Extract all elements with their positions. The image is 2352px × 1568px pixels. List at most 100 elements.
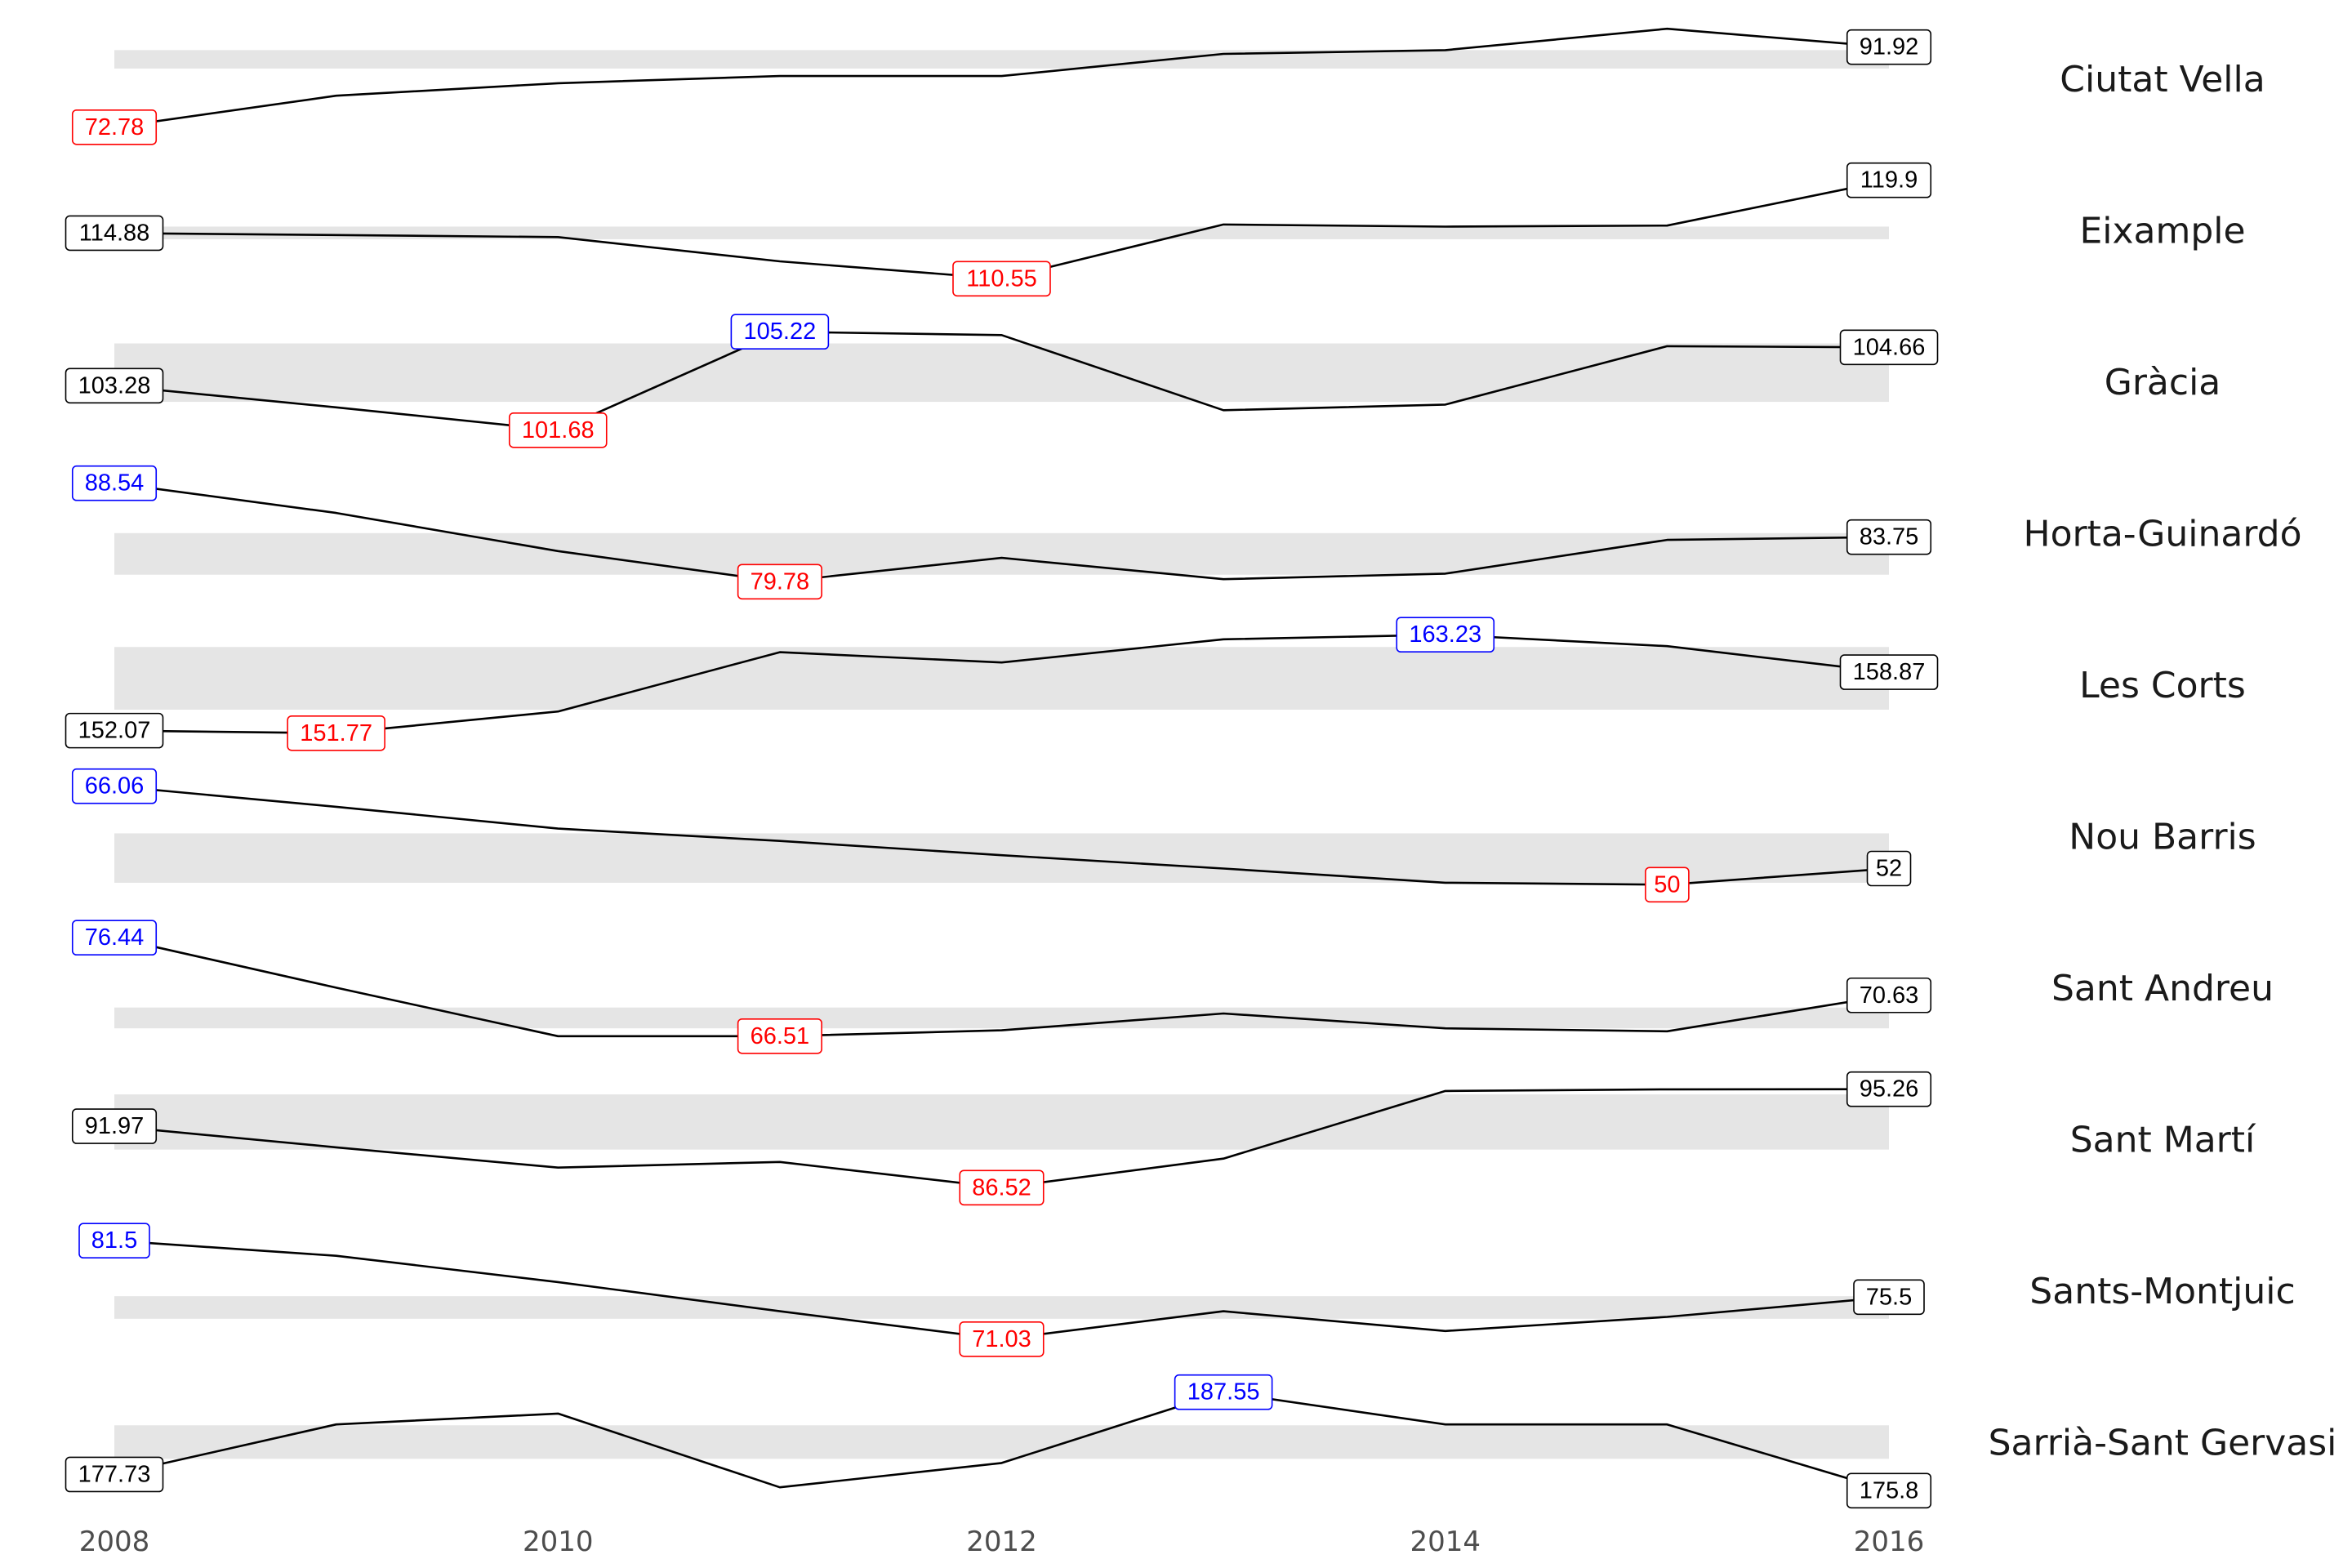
value-label-box <box>65 368 164 404</box>
line-nou-barris <box>114 785 1890 886</box>
value-label-box <box>71 1108 158 1144</box>
value-label-les-corts-endpoint: 158.87 <box>1839 654 1939 690</box>
value-label-text: 187.55 <box>1187 1379 1260 1405</box>
value-label-text: 72.78 <box>85 114 145 140</box>
value-label-text: 110.55 <box>966 265 1037 292</box>
value-label-nou-barris-min: 50 <box>1645 866 1690 903</box>
line-gracia <box>114 330 1890 432</box>
value-label-sant-marti-min: 86.52 <box>959 1169 1045 1206</box>
value-label-text: 91.92 <box>1860 34 1919 60</box>
panels: 72.78 91.92 Ciutat Vella 114.88 110.55 119.9 E… <box>65 27 2336 1509</box>
district-label-nou-barris: Nou Barris <box>2069 817 2256 858</box>
line-ciutat-vella <box>114 27 1890 129</box>
district-label-eixample: Eixample <box>2079 211 2245 252</box>
value-label-text: 119.9 <box>1860 167 1918 194</box>
value-label-box <box>71 109 158 145</box>
value-label-box <box>737 1018 822 1054</box>
value-label-gracia-max: 105.22 <box>730 314 830 350</box>
panel-sant-andreu: 76.44 66.51 70.63 Sant Andreu <box>71 920 2274 1054</box>
value-label-box <box>65 712 164 749</box>
value-label-nou-barris-max: 66.06 <box>71 768 158 804</box>
value-label-text: 70.63 <box>1860 982 1919 1009</box>
value-label-gracia-endpoint: 104.66 <box>1839 329 1939 366</box>
value-label-text: 66.51 <box>751 1023 810 1049</box>
panel-nou-barris: 66.06 50 52 Nou Barris <box>71 768 2256 903</box>
value-label-text: 88.54 <box>85 470 145 497</box>
value-label-sarria-sant-gervasi-endpoint: 177.73 <box>65 1456 164 1493</box>
band-gracia <box>114 343 1889 403</box>
line-sant-andreu <box>114 936 1890 1038</box>
value-label-text: 66.06 <box>85 773 145 800</box>
band-les-corts <box>114 647 1889 710</box>
value-label-text: 76.44 <box>85 924 145 951</box>
value-label-text: 50 <box>1654 871 1680 898</box>
value-label-box <box>1846 977 1932 1013</box>
value-label-text: 75.5 <box>1866 1284 1912 1310</box>
value-label-box <box>1839 654 1939 690</box>
band-sarria-sant-gervasi <box>114 1425 1889 1459</box>
value-label-text: 71.03 <box>972 1326 1031 1352</box>
value-label-horta-guinardo-max: 88.54 <box>71 465 158 501</box>
value-label-sant-andreu-min: 66.51 <box>737 1018 822 1054</box>
panel-sants-montjuic: 81.5 71.03 75.5 Sants-Montjuic <box>78 1223 2296 1357</box>
panel-ciutat-vella: 72.78 91.92 Ciutat Vella <box>71 27 2265 145</box>
value-label-text: 81.5 <box>91 1227 137 1254</box>
value-label-text: 175.8 <box>1860 1477 1919 1503</box>
value-label-les-corts-min: 151.77 <box>287 715 385 751</box>
value-label-sant-marti-endpoint: 91.97 <box>71 1108 158 1144</box>
value-label-box <box>71 768 158 804</box>
value-label-box <box>737 564 822 600</box>
value-label-box <box>959 1321 1045 1357</box>
value-label-text: 163.23 <box>1409 621 1481 648</box>
x-axis: 2008 2010 2012 2014 2016 <box>79 1526 1925 1558</box>
value-label-les-corts-endpoint: 152.07 <box>65 712 164 749</box>
value-label-text: 103.28 <box>78 372 151 399</box>
band-sants-montjuic <box>114 1296 1889 1319</box>
value-label-eixample-min: 110.55 <box>952 261 1051 297</box>
district-label-sants-montjuic: Sants-Montjuic <box>2029 1271 2295 1312</box>
value-label-ciutat-vella-endpoint: 91.92 <box>1846 29 1932 65</box>
value-label-sarria-sant-gervasi-endpoint: 175.8 <box>1846 1472 1932 1509</box>
value-label-box <box>71 920 158 956</box>
value-label-box <box>1396 617 1495 653</box>
value-label-box <box>1645 866 1690 903</box>
value-label-box <box>1174 1374 1273 1410</box>
panel-eixample: 114.88 110.55 119.9 Eixample <box>65 162 2246 297</box>
value-label-box <box>1866 850 1912 887</box>
value-label-sants-montjuic-max: 81.5 <box>78 1223 150 1259</box>
value-label-horta-guinardo-endpoint: 83.75 <box>1846 519 1932 555</box>
value-label-text: 177.73 <box>78 1461 151 1487</box>
value-label-text: 86.52 <box>972 1174 1031 1200</box>
band-ciutat-vella <box>114 50 1889 69</box>
line-les-corts <box>114 633 1890 735</box>
value-label-box <box>730 314 830 350</box>
district-label-sant-marti: Sant Martí <box>2070 1120 2256 1161</box>
value-label-sarria-sant-gervasi-max: 187.55 <box>1174 1374 1273 1410</box>
value-label-box <box>1846 29 1932 65</box>
panel-les-corts: 152.07 151.77 163.23 158.87 Les Corts <box>65 617 2246 751</box>
value-label-text: 104.66 <box>1853 334 1926 360</box>
value-label-les-corts-max: 163.23 <box>1396 617 1495 653</box>
band-eixample <box>114 226 1889 239</box>
value-label-text: 101.68 <box>522 417 595 443</box>
value-label-box <box>65 1456 164 1493</box>
value-label-gracia-endpoint: 103.28 <box>65 368 164 404</box>
line-sarria-sant-gervasi <box>114 1391 1890 1492</box>
value-label-box <box>952 261 1051 297</box>
value-label-sants-montjuic-min: 71.03 <box>959 1321 1045 1357</box>
value-label-text: 83.75 <box>1860 524 1919 550</box>
x-tick-label-2016: 2016 <box>1854 1526 1925 1558</box>
panel-gracia: 103.28 101.68 105.22 104.66 Gràcia <box>65 314 2221 448</box>
value-label-box <box>508 412 608 448</box>
value-label-text: 91.97 <box>85 1113 145 1139</box>
band-nou-barris <box>114 833 1889 883</box>
line-horta-guinardo <box>114 482 1890 583</box>
value-label-box <box>78 1223 150 1259</box>
value-label-horta-guinardo-min: 79.78 <box>737 564 822 600</box>
value-label-box <box>1846 1071 1932 1107</box>
band-horta-guinardo <box>114 532 1889 575</box>
district-label-horta-guinardo: Horta-Guinardó <box>2023 514 2301 555</box>
value-label-box <box>1846 162 1932 198</box>
